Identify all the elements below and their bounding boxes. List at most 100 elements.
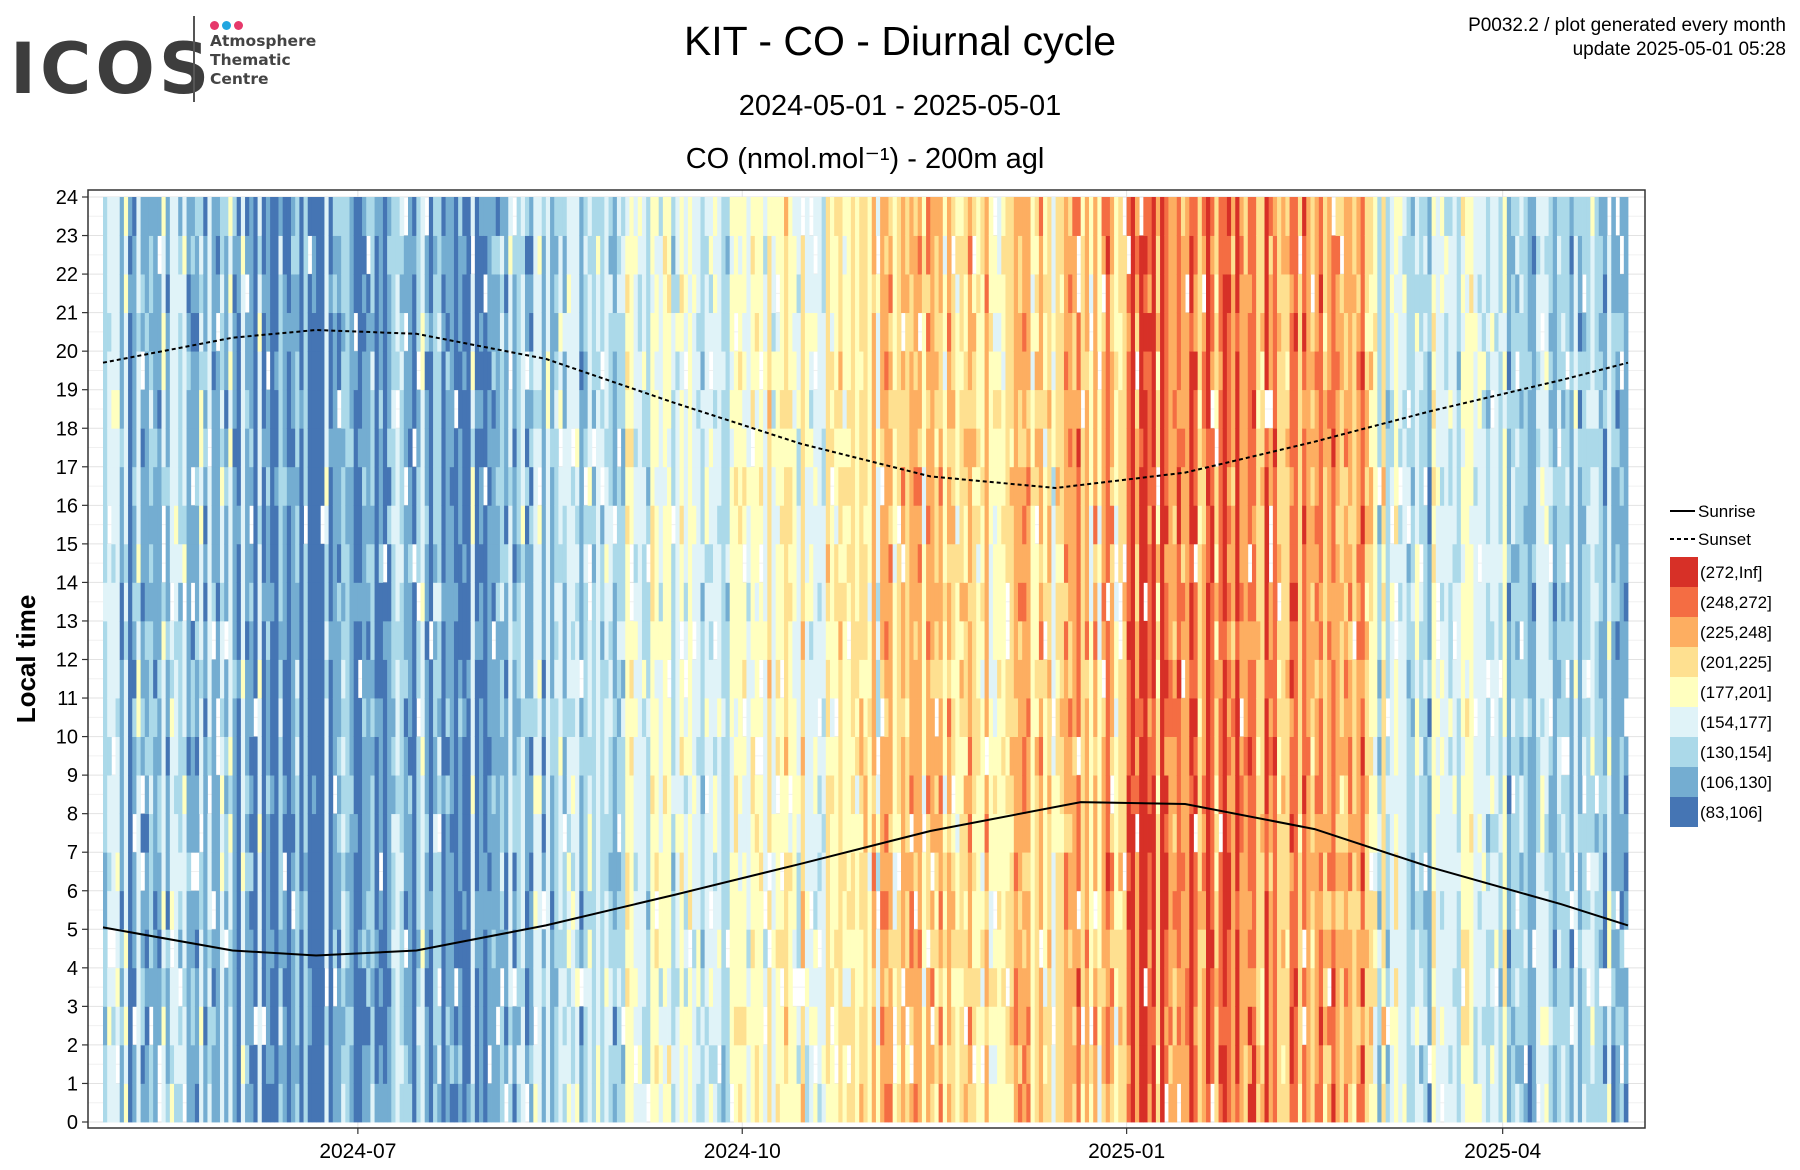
heatmap-cell — [955, 1006, 960, 1046]
heatmap-cell — [909, 428, 914, 468]
heatmap-cell — [809, 312, 814, 352]
heatmap-cell — [487, 929, 492, 969]
heatmap-cell — [257, 813, 263, 853]
heatmap-cell — [479, 1044, 484, 1084]
heatmap-cell — [286, 235, 292, 275]
heatmap-cell — [708, 235, 714, 275]
heatmap-cell — [570, 235, 576, 275]
heatmap-cell — [257, 736, 263, 776]
heatmap-cell — [341, 967, 346, 1007]
heatmap-cell — [566, 620, 572, 660]
heatmap-cell — [462, 620, 467, 660]
heatmap-cell — [600, 505, 605, 545]
heatmap-cell — [821, 312, 827, 352]
heatmap-cell — [148, 1083, 154, 1123]
heatmap-cell — [821, 197, 827, 236]
heatmap-cell — [896, 466, 902, 506]
heatmap-cell — [458, 351, 463, 391]
heatmap-cell — [165, 659, 171, 699]
heatmap-cell — [616, 659, 622, 699]
heatmap-cell — [675, 929, 680, 969]
heatmap-cell — [508, 197, 513, 236]
heatmap-cell — [416, 1083, 421, 1123]
heatmap-cell — [675, 967, 680, 1007]
heatmap-cell — [951, 197, 956, 236]
heatmap-cell — [859, 967, 864, 1007]
heatmap-cell — [934, 659, 940, 699]
heatmap-cell — [951, 659, 956, 699]
heatmap-cell — [336, 351, 342, 391]
heatmap-cell — [174, 274, 179, 314]
heatmap-cell — [959, 312, 965, 352]
heatmap-cell — [320, 428, 325, 468]
heatmap-cell — [612, 543, 618, 583]
heatmap-cell — [433, 620, 438, 660]
heatmap-cell — [458, 197, 463, 236]
heatmap-cell — [984, 582, 990, 622]
heatmap-cell — [717, 620, 722, 660]
heatmap-cell — [324, 852, 330, 892]
heatmap-cell — [336, 466, 342, 506]
heatmap-cell — [387, 967, 392, 1007]
heatmap-cell — [721, 620, 726, 660]
heatmap-cell — [621, 428, 626, 468]
heatmap-cell — [926, 235, 931, 275]
heatmap-cell — [357, 582, 363, 622]
heatmap-cell — [382, 659, 388, 699]
heatmap-cell — [771, 736, 777, 776]
heatmap-cell — [842, 274, 848, 314]
heatmap-cell — [165, 274, 171, 314]
heatmap-cell — [445, 466, 451, 506]
heatmap-cell — [779, 1044, 785, 1084]
heatmap-cell — [123, 967, 129, 1007]
heatmap-cell — [604, 428, 609, 468]
heatmap-cell — [967, 1006, 973, 1046]
heatmap-cell — [219, 389, 225, 429]
heatmap-cell — [228, 775, 233, 815]
heatmap-cell — [194, 1044, 200, 1084]
heatmap-cell — [533, 698, 538, 737]
heatmap-cell — [140, 505, 146, 545]
heatmap-cell — [570, 736, 576, 776]
heatmap-cell — [307, 428, 313, 468]
heatmap-cell — [696, 890, 701, 930]
heatmap-cell — [433, 351, 438, 391]
heatmap-cell — [846, 1006, 852, 1046]
heatmap-cell — [529, 813, 534, 853]
heatmap-cell — [579, 736, 584, 776]
heatmap-cell — [621, 197, 626, 236]
heatmap-cell — [587, 1044, 593, 1084]
heatmap-cell — [800, 813, 806, 853]
heatmap-cell — [128, 505, 133, 545]
heatmap-cell — [742, 466, 747, 506]
heatmap-cell — [570, 698, 576, 737]
heatmap-cell — [520, 312, 526, 352]
heatmap-cell — [892, 351, 898, 391]
heatmap-cell — [541, 466, 547, 506]
heatmap-cell — [412, 389, 417, 429]
heatmap-cell — [458, 235, 463, 275]
heatmap-cell — [311, 235, 317, 275]
heatmap-cell — [625, 736, 630, 776]
heatmap-cell — [203, 1044, 208, 1084]
heatmap-cell — [357, 967, 363, 1007]
heatmap-cell — [696, 813, 701, 853]
heatmap-cell — [462, 659, 467, 699]
heatmap-cell — [796, 620, 802, 660]
heatmap-cell — [641, 1083, 647, 1123]
heatmap-cell — [349, 428, 355, 468]
heatmap-cell — [880, 235, 885, 275]
heatmap-cell — [796, 890, 802, 930]
heatmap-cell — [328, 274, 334, 314]
heatmap-cell — [458, 389, 463, 429]
heatmap-cell — [980, 235, 985, 275]
heatmap-cell — [462, 852, 467, 892]
heatmap-cell — [842, 466, 848, 506]
heatmap-cell — [295, 698, 300, 737]
heatmap-cell — [679, 775, 685, 815]
heatmap-cell — [838, 389, 843, 429]
heatmap-cell — [980, 813, 985, 853]
heatmap-cell — [199, 582, 204, 622]
heatmap-cell — [416, 428, 421, 468]
heatmap-cell — [249, 967, 254, 1007]
